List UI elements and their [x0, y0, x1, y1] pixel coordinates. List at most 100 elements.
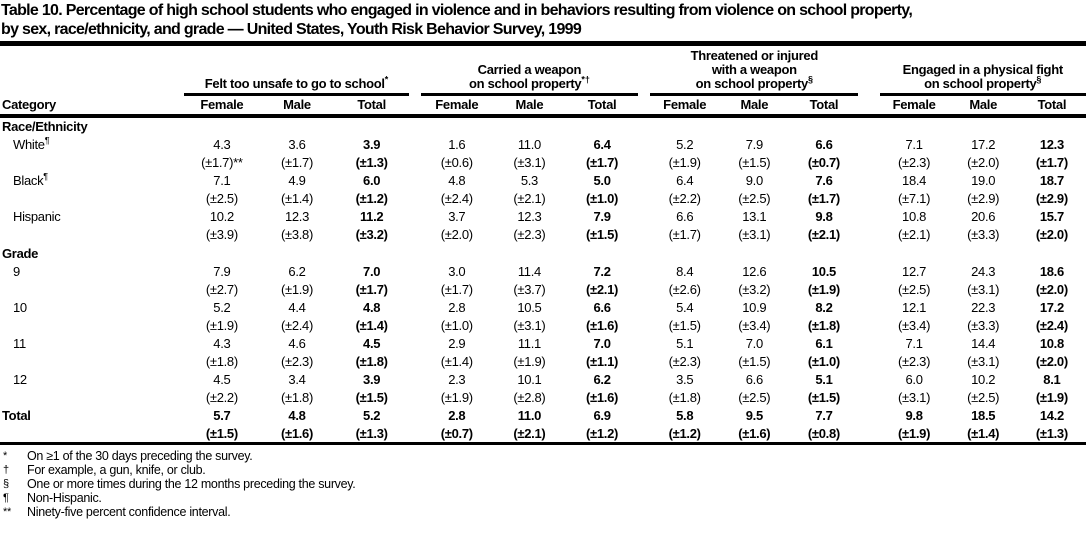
value-cell: 13.1 [742, 208, 767, 224]
group-header-unsafe: Felt too unsafe to go to school* [184, 49, 409, 96]
ci-cell: (±3.4) [898, 317, 931, 333]
group-header-label: Engaged in a physical fight on school pr… [902, 62, 1064, 91]
column-gap [858, 189, 879, 207]
value-cell: 7.7 [815, 407, 833, 423]
ci-cell: (±1.5) [355, 389, 388, 405]
ci-cell: (±1.9) [807, 281, 840, 297]
value-cell: 4.6 [288, 335, 306, 351]
value-cell: 6.6 [745, 371, 763, 387]
row-label-cell: Total [0, 406, 184, 424]
row-label-empty [0, 352, 184, 370]
ci-cell: (±2.4) [1035, 317, 1068, 333]
column-gap [638, 298, 650, 316]
column-gap [858, 370, 879, 388]
value-cell: 7.2 [593, 263, 611, 279]
column-gap [638, 280, 650, 298]
value-cell: 7.9 [745, 136, 763, 152]
ci-cell: (±2.3) [898, 154, 931, 170]
row-label-cell: White¶ [0, 135, 184, 153]
column-header-female: Female [650, 94, 720, 118]
ci-cell: (±2.9) [967, 190, 1000, 206]
value-cell: 14.2 [1039, 407, 1064, 423]
column-gap [858, 316, 879, 334]
column-gap [409, 135, 421, 153]
ci-cell: (±1.7) [668, 226, 701, 242]
ci-cell: (±1.4) [440, 353, 473, 369]
footnote-marker: ¶ [44, 135, 50, 146]
column-header-total: Total [789, 94, 859, 118]
footnote-marker: * [3, 449, 7, 462]
value-cell: 10.8 [902, 208, 927, 224]
value-cell: 1.6 [448, 136, 466, 152]
ci-cell: (±2.3) [280, 353, 314, 369]
ci-cell: (±2.8) [513, 389, 546, 405]
ci-cell: (±2.0) [1035, 281, 1068, 297]
ci-cell: (±1.3) [1035, 425, 1068, 441]
section-header-row: Race/Ethnicity [0, 116, 1086, 135]
value-cell: 12.7 [902, 263, 927, 279]
ci-cell: (±2.0) [440, 226, 473, 242]
ci-cell: (±2.1) [898, 226, 931, 242]
column-gap [409, 207, 421, 225]
value-cell: 5.8 [676, 407, 694, 423]
ci-cell: (±3.8) [280, 226, 314, 242]
column-gap [409, 424, 421, 442]
value-cell: 10.1 [517, 371, 542, 387]
value-cell: 5.2 [213, 299, 231, 315]
column-gap [638, 424, 650, 442]
value-cell: 7.6 [815, 172, 833, 188]
row-label-cell: 10 [0, 298, 184, 316]
ci-cell: (±1.8) [205, 353, 238, 369]
column-gap [409, 189, 421, 207]
value-cell: 5.2 [363, 407, 381, 423]
footer-rule [0, 441, 1086, 445]
ci-cell: (±1.9) [205, 317, 238, 333]
footnote-line: ** Ninety-five percent confidence interva… [3, 505, 1086, 519]
ci-cell: (±1.2) [586, 425, 619, 441]
footnote-line: ¶ Non-Hispanic. [3, 491, 1086, 505]
value-cell: 7.0 [745, 335, 763, 351]
ci-cell: (±1.5) [205, 425, 238, 441]
value-cell: 12.1 [902, 299, 927, 315]
value-cell: 10.2 [209, 208, 234, 224]
column-gap [858, 225, 879, 243]
table-title: Table 10. Percentage of high school stud… [0, 0, 1086, 39]
row-label-cell: Hispanic [0, 207, 184, 225]
group-header-fight: Engaged in a physical fight on school pr… [879, 49, 1086, 96]
value-cell: 24.3 [971, 263, 996, 279]
ci-cell: (±1.8) [355, 353, 388, 369]
section-header: Grade [2, 245, 39, 261]
group-header-weapon: Carried a weapon on school property*† [420, 49, 639, 96]
footnote-marker: § [3, 477, 9, 490]
value-cell: 2.3 [448, 371, 466, 387]
column-gap [638, 153, 650, 171]
ci-cell: (±3.9) [205, 226, 238, 242]
group-header-label: Threatened or injured with a weapon on s… [690, 49, 819, 91]
column-header-female: Female [184, 94, 260, 118]
ci-cell: (±2.0) [967, 154, 1000, 170]
column-gap [858, 135, 879, 153]
value-cell: 6.4 [676, 172, 694, 188]
row-label: 11 [13, 335, 26, 351]
ci-cell: (±1.4) [967, 425, 1000, 441]
value-cell: 4.8 [363, 299, 381, 315]
group-header-threatened: Threatened or injured with a weapon on s… [650, 49, 859, 96]
group-header-label: Felt too unsafe to go to school [204, 76, 385, 91]
value-cell: 4.9 [288, 172, 306, 188]
column-header-male: Male [948, 94, 1018, 118]
ci-cell: (±2.0) [1035, 226, 1068, 242]
column-gap [638, 171, 650, 189]
row-label-empty [0, 225, 184, 243]
column-gap [638, 388, 650, 406]
ci-cell: (±0.6) [440, 154, 473, 170]
ci-cell: (±1.3) [355, 425, 388, 441]
ci-cell: (±2.3) [898, 353, 931, 369]
value-cell: 5.1 [676, 335, 694, 351]
table-row-ci: (±2.7) (±1.9) (±1.7) (±1.7) (±3.7) (±2.1) (±2.… [0, 280, 1086, 298]
value-cell: 9.8 [815, 208, 833, 224]
column-gap [409, 262, 421, 280]
ci-cell: (±1.9) [898, 425, 931, 441]
row-label: 10 [13, 299, 27, 315]
value-cell: 11.1 [517, 335, 541, 351]
